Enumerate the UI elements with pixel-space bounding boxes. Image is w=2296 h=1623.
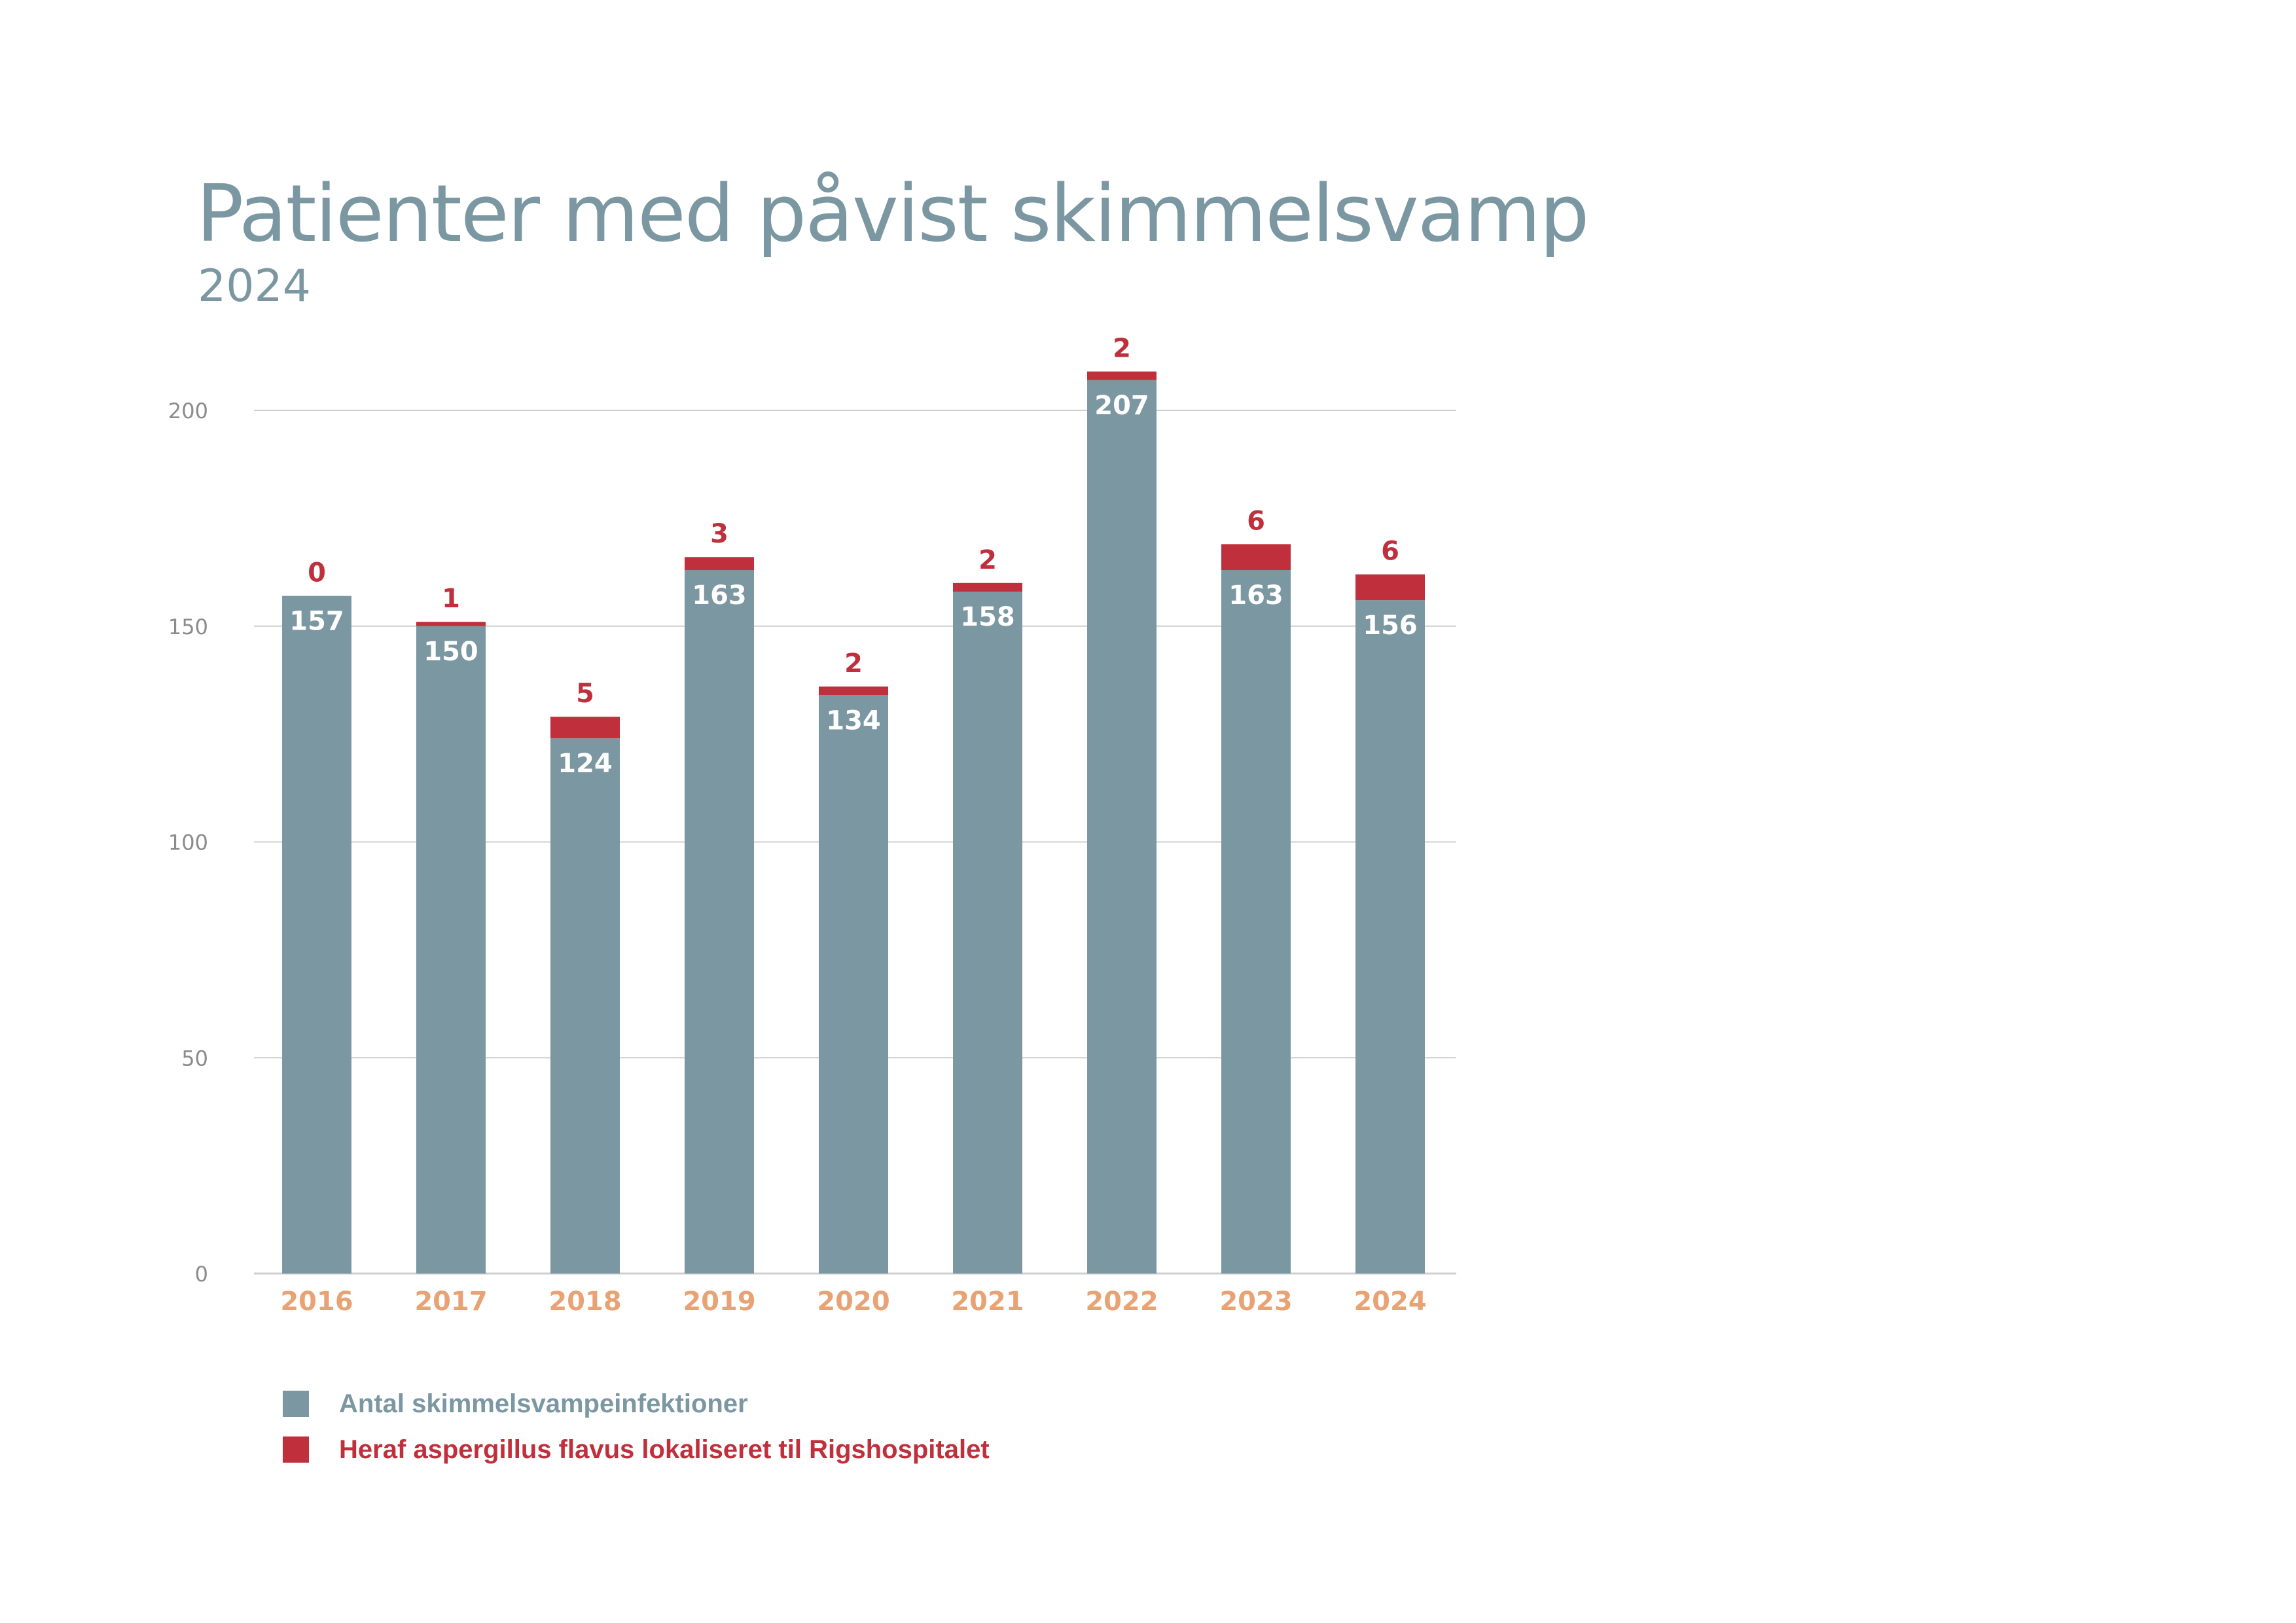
y-tick-label-50: 50 xyxy=(181,1046,208,1071)
labels: 157 0 2016 150 1 2017 124 5 2018 163 3 2019 134 2 2020… xyxy=(280,334,1426,1317)
bar-top-2018 xyxy=(550,717,620,739)
value-label-base-2022: 207 xyxy=(1094,391,1149,421)
value-label-base-2016: 157 xyxy=(289,607,344,637)
bar-top-2017 xyxy=(416,622,486,626)
value-label-top-2020: 2 xyxy=(844,649,863,679)
legend-item-primary: Antal skimmelsvampeinfektioner xyxy=(283,1381,990,1427)
value-label-top-2023: 6 xyxy=(1247,506,1265,536)
bar-base-2018 xyxy=(550,738,620,1274)
bar-base-2016 xyxy=(282,596,351,1274)
bar-base-2022 xyxy=(1087,380,1157,1274)
bar-top-2022 xyxy=(1087,371,1157,380)
bar-base-2023 xyxy=(1221,570,1291,1274)
y-tick-label-0: 0 xyxy=(195,1262,208,1287)
value-label-top-2019: 3 xyxy=(710,519,728,549)
value-label-top-2018: 5 xyxy=(576,679,594,709)
y-tick-label-150: 150 xyxy=(168,615,208,639)
bar-top-2021 xyxy=(953,582,1022,592)
x-tick-label-2023: 2023 xyxy=(1219,1287,1292,1317)
x-tick-label-2024: 2024 xyxy=(1354,1287,1426,1317)
x-tick-label-2017: 2017 xyxy=(414,1287,487,1317)
bar-top-2023 xyxy=(1221,544,1291,571)
bar-top-2024 xyxy=(1355,574,1425,601)
legend-swatch-secondary xyxy=(283,1436,309,1463)
legend-item-secondary: Heraf aspergillus flavus lokaliseret til… xyxy=(283,1427,990,1472)
bar-top-2020 xyxy=(819,687,888,696)
value-label-base-2018: 124 xyxy=(558,749,613,779)
x-tick-label-2021: 2021 xyxy=(951,1287,1024,1317)
value-label-top-2016: 0 xyxy=(308,558,326,588)
y-tick-label-100: 100 xyxy=(168,830,208,855)
value-label-top-2017: 1 xyxy=(442,584,460,614)
value-label-base-2021: 158 xyxy=(960,602,1015,632)
bar-base-2020 xyxy=(819,695,888,1274)
value-label-base-2017: 150 xyxy=(423,637,478,667)
bar-top-2019 xyxy=(685,557,754,571)
x-tick-label-2016: 2016 xyxy=(280,1287,353,1317)
legend-label-primary: Antal skimmelsvampeinfektioner xyxy=(339,1389,748,1418)
value-label-base-2019: 163 xyxy=(692,580,747,611)
x-tick-label-2019: 2019 xyxy=(683,1287,755,1317)
x-tick-label-2018: 2018 xyxy=(548,1287,621,1317)
bar-base-2019 xyxy=(685,570,754,1274)
legend-label-secondary: Heraf aspergillus flavus lokaliseret til… xyxy=(339,1435,990,1464)
x-tick-label-2020: 2020 xyxy=(817,1287,889,1317)
chart-title: Patienter med påvist skimmelsvamp xyxy=(196,169,1589,260)
bar-base-2021 xyxy=(953,591,1022,1274)
legend: Antal skimmelsvampeinfektioner Heraf asp… xyxy=(283,1381,990,1472)
y-tick-label-200: 200 xyxy=(168,399,208,423)
value-label-top-2021: 2 xyxy=(978,545,997,575)
bar-base-2024 xyxy=(1355,600,1425,1274)
value-label-base-2020: 134 xyxy=(826,705,881,736)
bars xyxy=(282,371,1425,1274)
chart-subtitle: 2024 xyxy=(198,260,312,312)
value-label-top-2024: 6 xyxy=(1381,537,1399,567)
value-label-base-2023: 163 xyxy=(1229,580,1283,611)
bar-base-2017 xyxy=(416,626,486,1274)
value-label-base-2024: 156 xyxy=(1363,611,1418,641)
value-label-top-2022: 2 xyxy=(1113,334,1131,364)
x-tick-label-2022: 2022 xyxy=(1085,1287,1158,1317)
legend-swatch-primary xyxy=(283,1391,309,1417)
